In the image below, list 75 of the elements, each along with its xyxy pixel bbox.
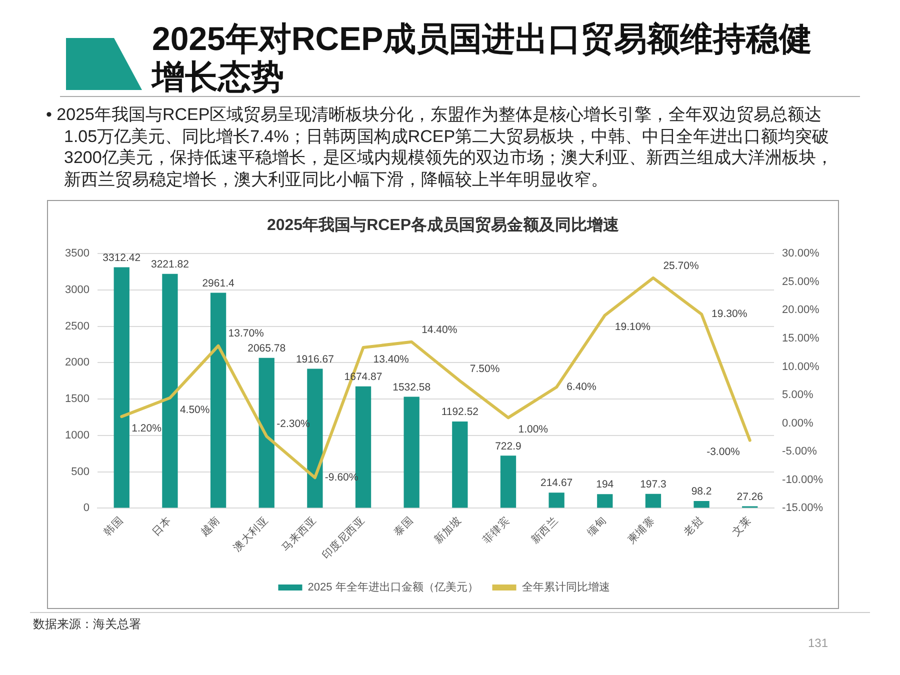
x-tick-label: 泰国 (392, 514, 416, 538)
source-note: 数据来源：海关总署 (33, 616, 141, 633)
bar (452, 421, 468, 508)
bar (210, 292, 226, 508)
data-label: 98.2 (691, 486, 712, 498)
bar (645, 494, 662, 508)
data-label: 2961.4 (202, 277, 234, 290)
x-tick-label: 老挝 (680, 514, 706, 538)
y-tick-label: 500 (71, 466, 90, 478)
data-label: 7.50% (470, 362, 500, 375)
x-tick-label: 马来西亚 (278, 514, 320, 554)
chart-subtitle: 2025年我国与RCEP各成员国贸易金额及同比增速 (266, 215, 620, 236)
x-tick-label: 新西兰 (528, 514, 561, 546)
bar (162, 274, 178, 508)
y2-tick-label: 5.00% (782, 389, 814, 402)
text: 131 (808, 636, 828, 650)
bar (694, 501, 710, 508)
y-tick-label: 2000 (64, 356, 90, 369)
y-tick-label: 3000 (64, 284, 90, 296)
data-label: 19.10% (614, 321, 651, 334)
x-tick-label: 澳大利亚 (230, 514, 271, 554)
text: • 2025年我国与RCEP区域贸易呈现清晰板块分化，东盟作为整体是核心增长引擎，全年双边贸易总额达1.05万亿美元、同比增长7.4%；日韩两国构成RCEP第二大贸易板块，中韩、中日全年进出口额均突破3200亿美元，保持低速平稳增长，是区域内规模领先的双边市场；澳大利亚、新西兰组成大洋洲板块，新西兰贸易稳定增长，澳大利亚同比小幅下滑，降幅较上半年明显收窄。 (46, 104, 834, 190)
bar (404, 396, 420, 508)
data-label: 722.9 (495, 440, 522, 452)
data-label: 27.26 (736, 490, 764, 503)
bar (500, 456, 516, 508)
x-tick-label: 菲律宾 (480, 514, 512, 546)
data-label: -3.00% (706, 446, 740, 458)
y2-tick-label: 0.00% (782, 417, 814, 430)
data-label: 194 (596, 478, 614, 491)
data-label: 1.20% (132, 422, 162, 434)
data-label: 14.40% (422, 324, 458, 336)
data-label: 13.40% (373, 353, 409, 366)
y-tick-label: 1000 (64, 429, 90, 442)
data-label: 3312.42 (102, 252, 141, 264)
y2-tick-label: -10.00% (782, 474, 824, 486)
x-tick-label: 印度尼西亚 (319, 514, 368, 562)
data-label: 1916.67 (296, 353, 334, 366)
legend-label: 2025 年全年进出口金额（亿美元） (308, 580, 478, 594)
y2-tick-label: 20.00% (782, 304, 820, 316)
y2-tick-label: 10.00% (782, 360, 820, 373)
x-tick-label: 越南 (198, 514, 222, 538)
data-label: 1.00% (518, 424, 548, 436)
chart-title: 2025年对RCEP成员国进出口贸易额维持稳健增长态势 (152, 20, 814, 96)
y2-tick-label: 15.00% (782, 332, 820, 344)
data-label: 214.67 (540, 477, 573, 490)
x-tick-label: 韩国 (101, 514, 126, 538)
legend-label: 全年累计同比增速 (522, 580, 610, 594)
bar (258, 358, 274, 508)
y-tick-label: 2500 (64, 320, 90, 332)
data-label: 19.30% (712, 308, 748, 320)
data-label: 25.70% (663, 260, 699, 272)
bar (548, 492, 564, 508)
data-label: 13.70% (228, 328, 264, 340)
x-tick-label: 新加坡 (432, 514, 464, 546)
y2-tick-label: -5.00% (782, 446, 818, 458)
y2-tick-label: 30.00% (782, 248, 820, 260)
bar (114, 267, 130, 508)
y-tick-label: 3500 (64, 248, 90, 260)
y2-tick-label: -15.00% (782, 502, 824, 514)
data-label: 4.50% (180, 404, 210, 416)
y-tick-label: 0 (83, 502, 90, 514)
x-tick-label: 缅甸 (585, 514, 610, 538)
y-tick-label: 1500 (64, 393, 90, 406)
x-tick-label: 日本 (149, 514, 174, 538)
data-label: 3221.82 (150, 258, 190, 270)
data-label: 2065.78 (248, 342, 286, 355)
data-label: 197.3 (640, 478, 667, 490)
data-label: 1532.58 (392, 381, 431, 394)
data-label: 6.40% (566, 381, 596, 394)
x-tick-label: 柬埔寨 (624, 514, 658, 546)
x-tick-label: 文莱 (729, 514, 754, 538)
bar (597, 494, 613, 508)
data-label: 1192.52 (441, 406, 479, 418)
y2-tick-label: 25.00% (782, 276, 820, 288)
